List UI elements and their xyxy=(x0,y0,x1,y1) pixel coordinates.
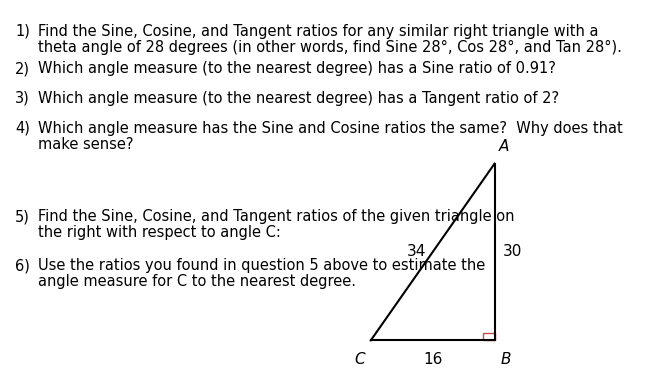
Text: Find the Sine, Cosine, and Tangent ratios for any similar right triangle with a: Find the Sine, Cosine, and Tangent ratio… xyxy=(38,23,598,39)
Text: 5): 5) xyxy=(15,209,30,224)
Bar xyxy=(483,333,495,340)
Text: 30: 30 xyxy=(503,245,522,260)
Text: angle measure for C to the nearest degree.: angle measure for C to the nearest degre… xyxy=(38,274,356,289)
Text: Find the Sine, Cosine, and Tangent ratios of the given triangle on: Find the Sine, Cosine, and Tangent ratio… xyxy=(38,209,515,224)
Text: the right with respect to angle C:: the right with respect to angle C: xyxy=(38,225,281,240)
Text: make sense?: make sense? xyxy=(38,137,134,152)
Text: A: A xyxy=(499,139,509,154)
Text: 16: 16 xyxy=(423,353,442,367)
Text: 2): 2) xyxy=(15,61,30,76)
Text: 3): 3) xyxy=(15,91,30,106)
Text: theta angle of 28 degrees (in other words, find Sine 28°, Cos 28°, and Tan 28°).: theta angle of 28 degrees (in other word… xyxy=(38,40,622,55)
Text: Which angle measure (to the nearest degree) has a Sine ratio of 0.91?: Which angle measure (to the nearest degr… xyxy=(38,61,556,76)
Text: Which angle measure (to the nearest degree) has a Tangent ratio of 2?: Which angle measure (to the nearest degr… xyxy=(38,91,559,106)
Text: Use the ratios you found in question 5 above to estimate the: Use the ratios you found in question 5 a… xyxy=(38,258,485,273)
Text: B: B xyxy=(500,352,511,367)
Text: C: C xyxy=(354,352,364,367)
Text: 1): 1) xyxy=(15,23,30,39)
Text: 6): 6) xyxy=(15,258,30,273)
Text: 4): 4) xyxy=(15,121,30,136)
Text: 34: 34 xyxy=(406,245,426,260)
Text: Which angle measure has the Sine and Cosine ratios the same?  Why does that: Which angle measure has the Sine and Cos… xyxy=(38,121,622,136)
